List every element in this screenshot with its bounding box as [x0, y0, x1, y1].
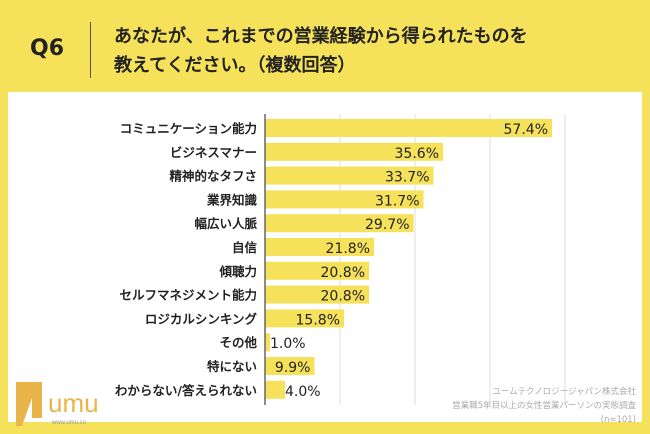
bar [265, 214, 414, 233]
value-label: 35.6% [395, 146, 439, 162]
company-name: ユームテクノロジージャパン株式会社 [492, 387, 636, 397]
category-label: その他 [219, 335, 257, 350]
question-number: Q6 [30, 36, 65, 61]
category-label: 幅広い人脈 [194, 216, 257, 231]
category-label: セルフマネジメント能力 [119, 288, 257, 303]
category-label: 業界知識 [206, 192, 258, 207]
umu-logo: umu www.umu.co [12, 380, 122, 434]
divider [90, 22, 91, 78]
value-label: 29.7% [365, 217, 409, 233]
category-label: わからない/答えられない [115, 383, 257, 398]
title-line-2: 教えてください。（複数回答） [114, 55, 356, 76]
bar [265, 238, 374, 256]
bar [265, 119, 552, 137]
value-label: 20.8% [321, 289, 365, 305]
value-label: 20.8% [321, 265, 365, 281]
logo-url: www.umu.co [51, 420, 87, 426]
value-label: 4.0% [285, 384, 321, 400]
bar [265, 309, 344, 328]
bar [265, 190, 424, 209]
title-line-1: あなたが、これまでの営業経験から得られたものを [114, 26, 528, 47]
value-label: 15.8% [296, 312, 340, 328]
bar [265, 166, 434, 185]
category-label: コミュニケーション能力 [120, 121, 257, 136]
logo-text: umu [48, 388, 99, 418]
bar [265, 380, 285, 399]
question-title: あなたが、これまでの営業経験から得られたものを 教えてください。（複数回答） [114, 22, 528, 80]
category-label: 精神的なタフさ [169, 169, 257, 184]
sample-size: (n=101) [600, 415, 636, 425]
value-label: 33.7% [385, 170, 429, 186]
survey-name: 営業職5年目以上の女性営業パーソンの実態調査 [452, 401, 636, 411]
category-label: ロジカルシンキング [145, 311, 258, 326]
bar [265, 333, 270, 352]
bar [265, 261, 369, 280]
value-label: 31.7% [375, 193, 419, 209]
category-label: ビジネスマナー [170, 145, 257, 160]
value-label: 21.8% [326, 241, 370, 257]
value-label: 9.9% [275, 360, 311, 376]
bar [265, 357, 315, 375]
category-label: 傾聴力 [218, 264, 257, 279]
value-label: 1.0% [270, 336, 306, 352]
logo-mark-icon [16, 382, 42, 426]
category-label: 自信 [232, 240, 258, 255]
bar [265, 285, 369, 304]
value-label: 57.4% [504, 122, 548, 138]
bar [265, 142, 443, 161]
category-label: 特にない [207, 359, 257, 374]
source-note: ユームテクノロジージャパン株式会社 営業職5年目以上の女性営業パーソンの実態調査… [452, 385, 636, 427]
